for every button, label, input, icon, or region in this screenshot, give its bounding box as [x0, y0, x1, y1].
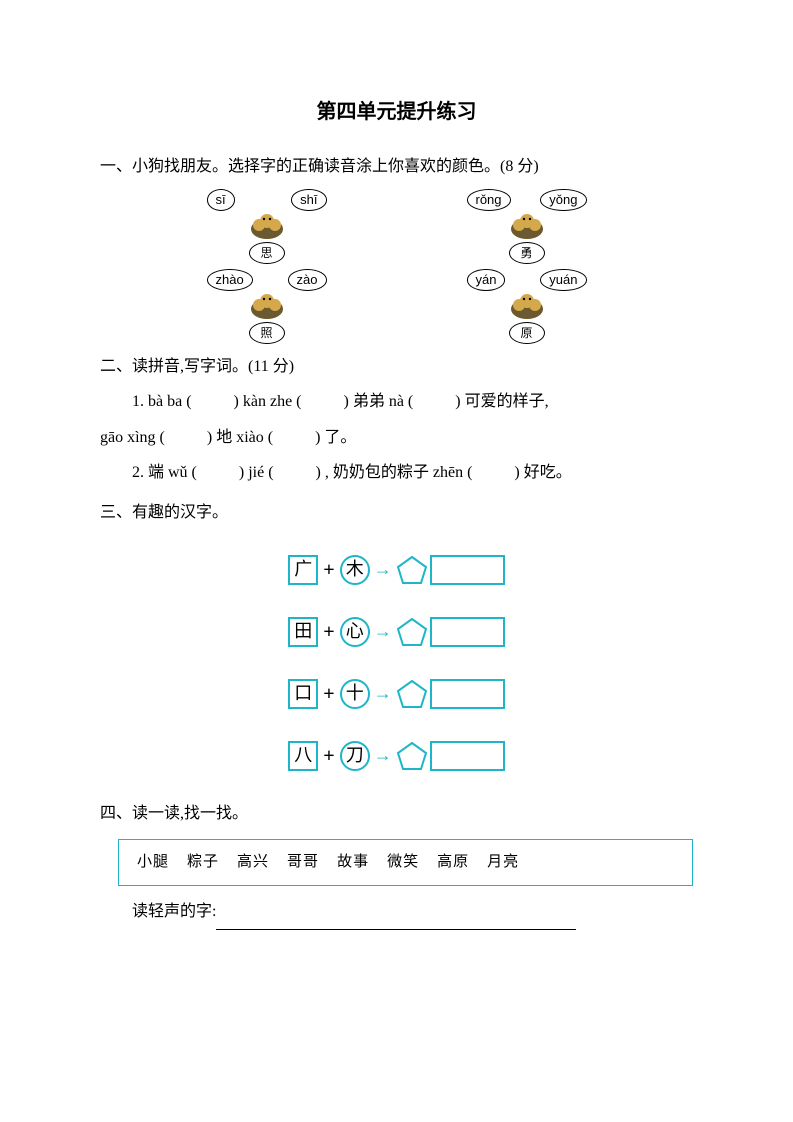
- arrow-icon: →: [372, 550, 394, 590]
- word-item: 微笑: [387, 854, 419, 870]
- arrow-icon: →: [372, 612, 394, 652]
- q1-item-2[interactable]: rǒng yǒng 勇: [467, 189, 587, 264]
- result-pentagon[interactable]: [396, 555, 428, 585]
- word-item: 高原: [437, 854, 469, 870]
- q1-row-1: sī shī 思 rǒng yǒng 勇: [100, 189, 693, 264]
- result-box[interactable]: [430, 679, 505, 709]
- pinyin-option-left[interactable]: rǒng: [467, 189, 511, 211]
- word-item: 粽子: [187, 854, 219, 870]
- q4-answer-line: 读轻声的字:: [100, 894, 693, 929]
- pinyin-option-right[interactable]: zào: [288, 269, 327, 291]
- puppy-icon: [505, 211, 549, 241]
- pinyin-option-left[interactable]: zhào: [207, 269, 253, 291]
- pinyin-option-right[interactable]: yǒng: [540, 189, 586, 211]
- result-box[interactable]: [430, 555, 505, 585]
- plus-icon: +: [320, 548, 337, 592]
- char-composition-row: 八+刀→: [100, 734, 693, 778]
- plus-icon: +: [320, 734, 337, 778]
- plus-icon: +: [320, 672, 337, 716]
- pinyin-option-right[interactable]: shī: [291, 189, 326, 211]
- puppy-icon: [505, 291, 549, 321]
- page-title: 第四单元提升练习: [100, 90, 693, 134]
- q2-line-1: 1. bà ba ( ) kàn zhe ( ) 弟弟 nà ( ) 可爱的样子…: [100, 384, 693, 419]
- q1-item-4[interactable]: yán yuán 原: [467, 269, 587, 344]
- q1-item-3[interactable]: zhào zào 照: [207, 269, 327, 344]
- arrow-icon: →: [372, 736, 394, 776]
- component-b: 木: [340, 555, 370, 585]
- char-label: 思: [249, 242, 285, 264]
- result-box[interactable]: [430, 617, 505, 647]
- plus-icon: +: [320, 610, 337, 654]
- q2-line-2: gāo xìng ( ) 地 xiào ( ) 了。: [100, 420, 693, 455]
- char-label: 原: [509, 322, 545, 344]
- answer-underline[interactable]: [216, 929, 576, 930]
- component-a: 口: [288, 679, 318, 709]
- word-item: 小腿: [137, 854, 169, 870]
- char-composition-row: 口+十→: [100, 672, 693, 716]
- q3-heading: 三、有趣的汉字。: [100, 495, 693, 530]
- word-item: 故事: [337, 854, 369, 870]
- q1-heading: 一、小狗找朋友。选择字的正确读音涂上你喜欢的颜色。(8 分): [100, 149, 693, 184]
- char-label: 勇: [509, 242, 545, 264]
- char-label: 照: [249, 322, 285, 344]
- pinyin-option-right[interactable]: yuán: [540, 269, 586, 291]
- char-composition-row: 广+木→: [100, 548, 693, 592]
- component-b: 心: [340, 617, 370, 647]
- word-item: 高兴: [237, 854, 269, 870]
- puppy-icon: [245, 211, 289, 241]
- q2-line-3: 2. 端 wǔ ( ) jié ( ) , 奶奶包的粽子 zhēn ( ) 好吃…: [100, 455, 693, 490]
- result-pentagon[interactable]: [396, 617, 428, 647]
- result-box[interactable]: [430, 741, 505, 771]
- word-item: 月亮: [487, 854, 519, 870]
- component-b: 十: [340, 679, 370, 709]
- word-item: 哥哥: [287, 854, 319, 870]
- q2-heading: 二、读拼音,写字词。(11 分): [100, 349, 693, 384]
- puppy-icon: [245, 291, 289, 321]
- char-composition-row: 田+心→: [100, 610, 693, 654]
- result-pentagon[interactable]: [396, 679, 428, 709]
- q4-heading: 四、读一读,找一找。: [100, 796, 693, 831]
- q1-row-2: zhào zào 照 yán yuán 原: [100, 269, 693, 344]
- word-bank: 小腿 粽子 高兴 哥哥 故事 微笑 高原 月亮: [118, 839, 693, 886]
- result-pentagon[interactable]: [396, 741, 428, 771]
- pinyin-option-left[interactable]: yán: [467, 269, 506, 291]
- component-a: 广: [288, 555, 318, 585]
- arrow-icon: →: [372, 674, 394, 714]
- pinyin-option-left[interactable]: sī: [207, 189, 235, 211]
- q1-item-1[interactable]: sī shī 思: [207, 189, 327, 264]
- component-b: 刀: [340, 741, 370, 771]
- component-a: 田: [288, 617, 318, 647]
- component-a: 八: [288, 741, 318, 771]
